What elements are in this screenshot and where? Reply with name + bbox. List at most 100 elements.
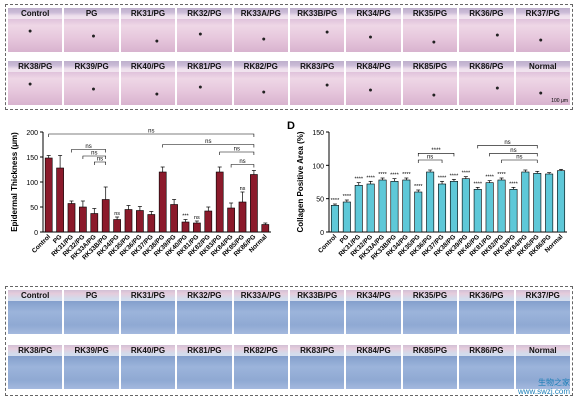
bar (56, 167, 64, 233)
he-tile-label: RK40/PG (120, 61, 176, 72)
mt-tile-label: RK33B/PG (290, 290, 345, 301)
bar (473, 189, 482, 233)
y-axis-label: Collagen Positive Area (%) (296, 131, 305, 232)
significance-bracket (82, 155, 106, 159)
mt-tile: RK33A/PG (233, 290, 288, 334)
he-tile-label: RK83/PG (290, 61, 345, 72)
he-row-1: Control ● PG ● RK31/PG ● RK32/PG ● RK33A/PG ● RK33… (8, 8, 570, 52)
significance-label: ns (148, 129, 154, 135)
follicle-marker-icon: ● (325, 82, 330, 89)
he-tile-label: RK34/PG (346, 8, 401, 19)
significance-label: **** (402, 172, 411, 178)
he-tile: RK31/PG ● (120, 8, 176, 52)
bar (521, 171, 530, 233)
bar (67, 203, 76, 233)
significance-label: **** (343, 194, 352, 200)
mt-tile: RK36/PG (459, 290, 514, 334)
he-tile-label: RK85/PG (402, 61, 458, 72)
mt-tile-label: RK33A/PG (233, 290, 288, 301)
significance-label: **** (431, 148, 441, 154)
mt-tile-label: RK81/PG (177, 345, 232, 356)
follicle-marker-icon: ● (198, 84, 203, 91)
x-tick-label: PG (339, 233, 351, 245)
mt-tile: RK83/PG (290, 345, 345, 389)
he-tile: RK33B/PG ● (290, 8, 345, 52)
he-tile: RK36/PG ● (459, 8, 514, 52)
y-tick-label: 0 (34, 230, 38, 237)
he-tile-label: RK38/PG (8, 61, 63, 72)
follicle-marker-icon: ● (495, 32, 500, 39)
mt-tile: RK40/PG (120, 345, 176, 389)
significance-label: ns (97, 157, 103, 163)
mt-tile: RK38/PG (8, 345, 63, 389)
mt-tile: RK84/PG (346, 345, 401, 389)
follicle-marker-icon: ● (538, 90, 543, 97)
bar (366, 183, 375, 233)
significance-bracket (501, 159, 538, 163)
mt-tile-label: RK34/PG (346, 290, 401, 301)
he-tile: RK32/PG ● (177, 8, 232, 52)
mt-tile-label: RK37/PG (515, 290, 570, 301)
bar (378, 179, 387, 233)
significance-bracket (417, 159, 443, 163)
he-tile: Normal ● 100 μm (515, 61, 570, 105)
significance-label: ns (234, 147, 240, 153)
x-tick-label: PG (52, 233, 64, 245)
bar (557, 170, 566, 233)
follicle-marker-icon: ● (261, 89, 266, 96)
y-axis-label: Epidermal Thickness (μm) (10, 132, 19, 232)
bar (438, 183, 447, 233)
mt-tile: RK34/PG (346, 290, 401, 334)
mt-row-1: Control PG RK31/PG RK32/PG RK33A/PG RK33B/PG R… (8, 290, 570, 334)
follicle-marker-icon: ● (538, 37, 543, 44)
he-tile: RK38/PG ● (8, 61, 63, 105)
bar (261, 224, 270, 233)
bar (449, 181, 458, 233)
bar (113, 219, 121, 233)
he-tile-label: RK86/PG (459, 61, 514, 72)
significance-bracket (489, 153, 538, 157)
follicle-marker-icon: ● (91, 86, 96, 93)
bar (181, 221, 190, 233)
bar (227, 207, 235, 233)
significance-label: **** (509, 181, 518, 187)
mt-tile-label: RK86/PG (459, 345, 514, 356)
he-tile: Control ● (8, 8, 63, 52)
significance-label: **** (497, 172, 506, 178)
mt-tile: RK85/PG (402, 345, 458, 389)
mt-tile: Normal (515, 345, 570, 389)
significance-label: ns (114, 211, 120, 217)
significance-label: **** (390, 173, 399, 179)
follicle-marker-icon: ● (261, 36, 266, 43)
bar (533, 173, 542, 233)
significance-label: **** (354, 177, 363, 183)
he-tile: RK35/PG ● (402, 8, 458, 52)
significance-bracket (71, 149, 106, 153)
he-tile-label: RK37/PG (515, 8, 570, 19)
he-tile: RK82/PG ● (233, 61, 288, 105)
bar (193, 222, 201, 233)
mt-tile-label: PG (64, 290, 119, 301)
bar (342, 201, 351, 233)
he-tile-label: RK39/PG (64, 61, 119, 72)
follicle-marker-icon: ● (431, 92, 437, 99)
mt-tile: RK86/PG (459, 345, 514, 389)
bar (461, 178, 470, 233)
masson-stain-panel: Control PG RK31/PG RK32/PG RK33A/PG RK33B/PG R… (5, 286, 573, 396)
mt-tile-label: RK40/PG (120, 345, 176, 356)
he-tile-label: RK32/PG (177, 8, 232, 19)
he-tile-label: RK82/PG (233, 61, 288, 72)
bar (147, 214, 156, 233)
follicle-marker-icon: ● (431, 39, 437, 46)
follicle-marker-icon: ● (198, 31, 203, 38)
he-tile-label: RK33B/PG (290, 8, 345, 19)
significance-bracket (48, 133, 255, 137)
he-row-2: RK38/PG ● RK39/PG ● RK40/PG ● RK81/PG ● RK82/PG ●… (8, 61, 570, 105)
mt-tile-label: Control (8, 290, 63, 301)
he-tile-label: RK84/PG (346, 61, 401, 72)
scale-bar: 100 μm (551, 98, 568, 104)
mt-tile: RK39/PG (64, 345, 119, 389)
bar (250, 174, 258, 233)
